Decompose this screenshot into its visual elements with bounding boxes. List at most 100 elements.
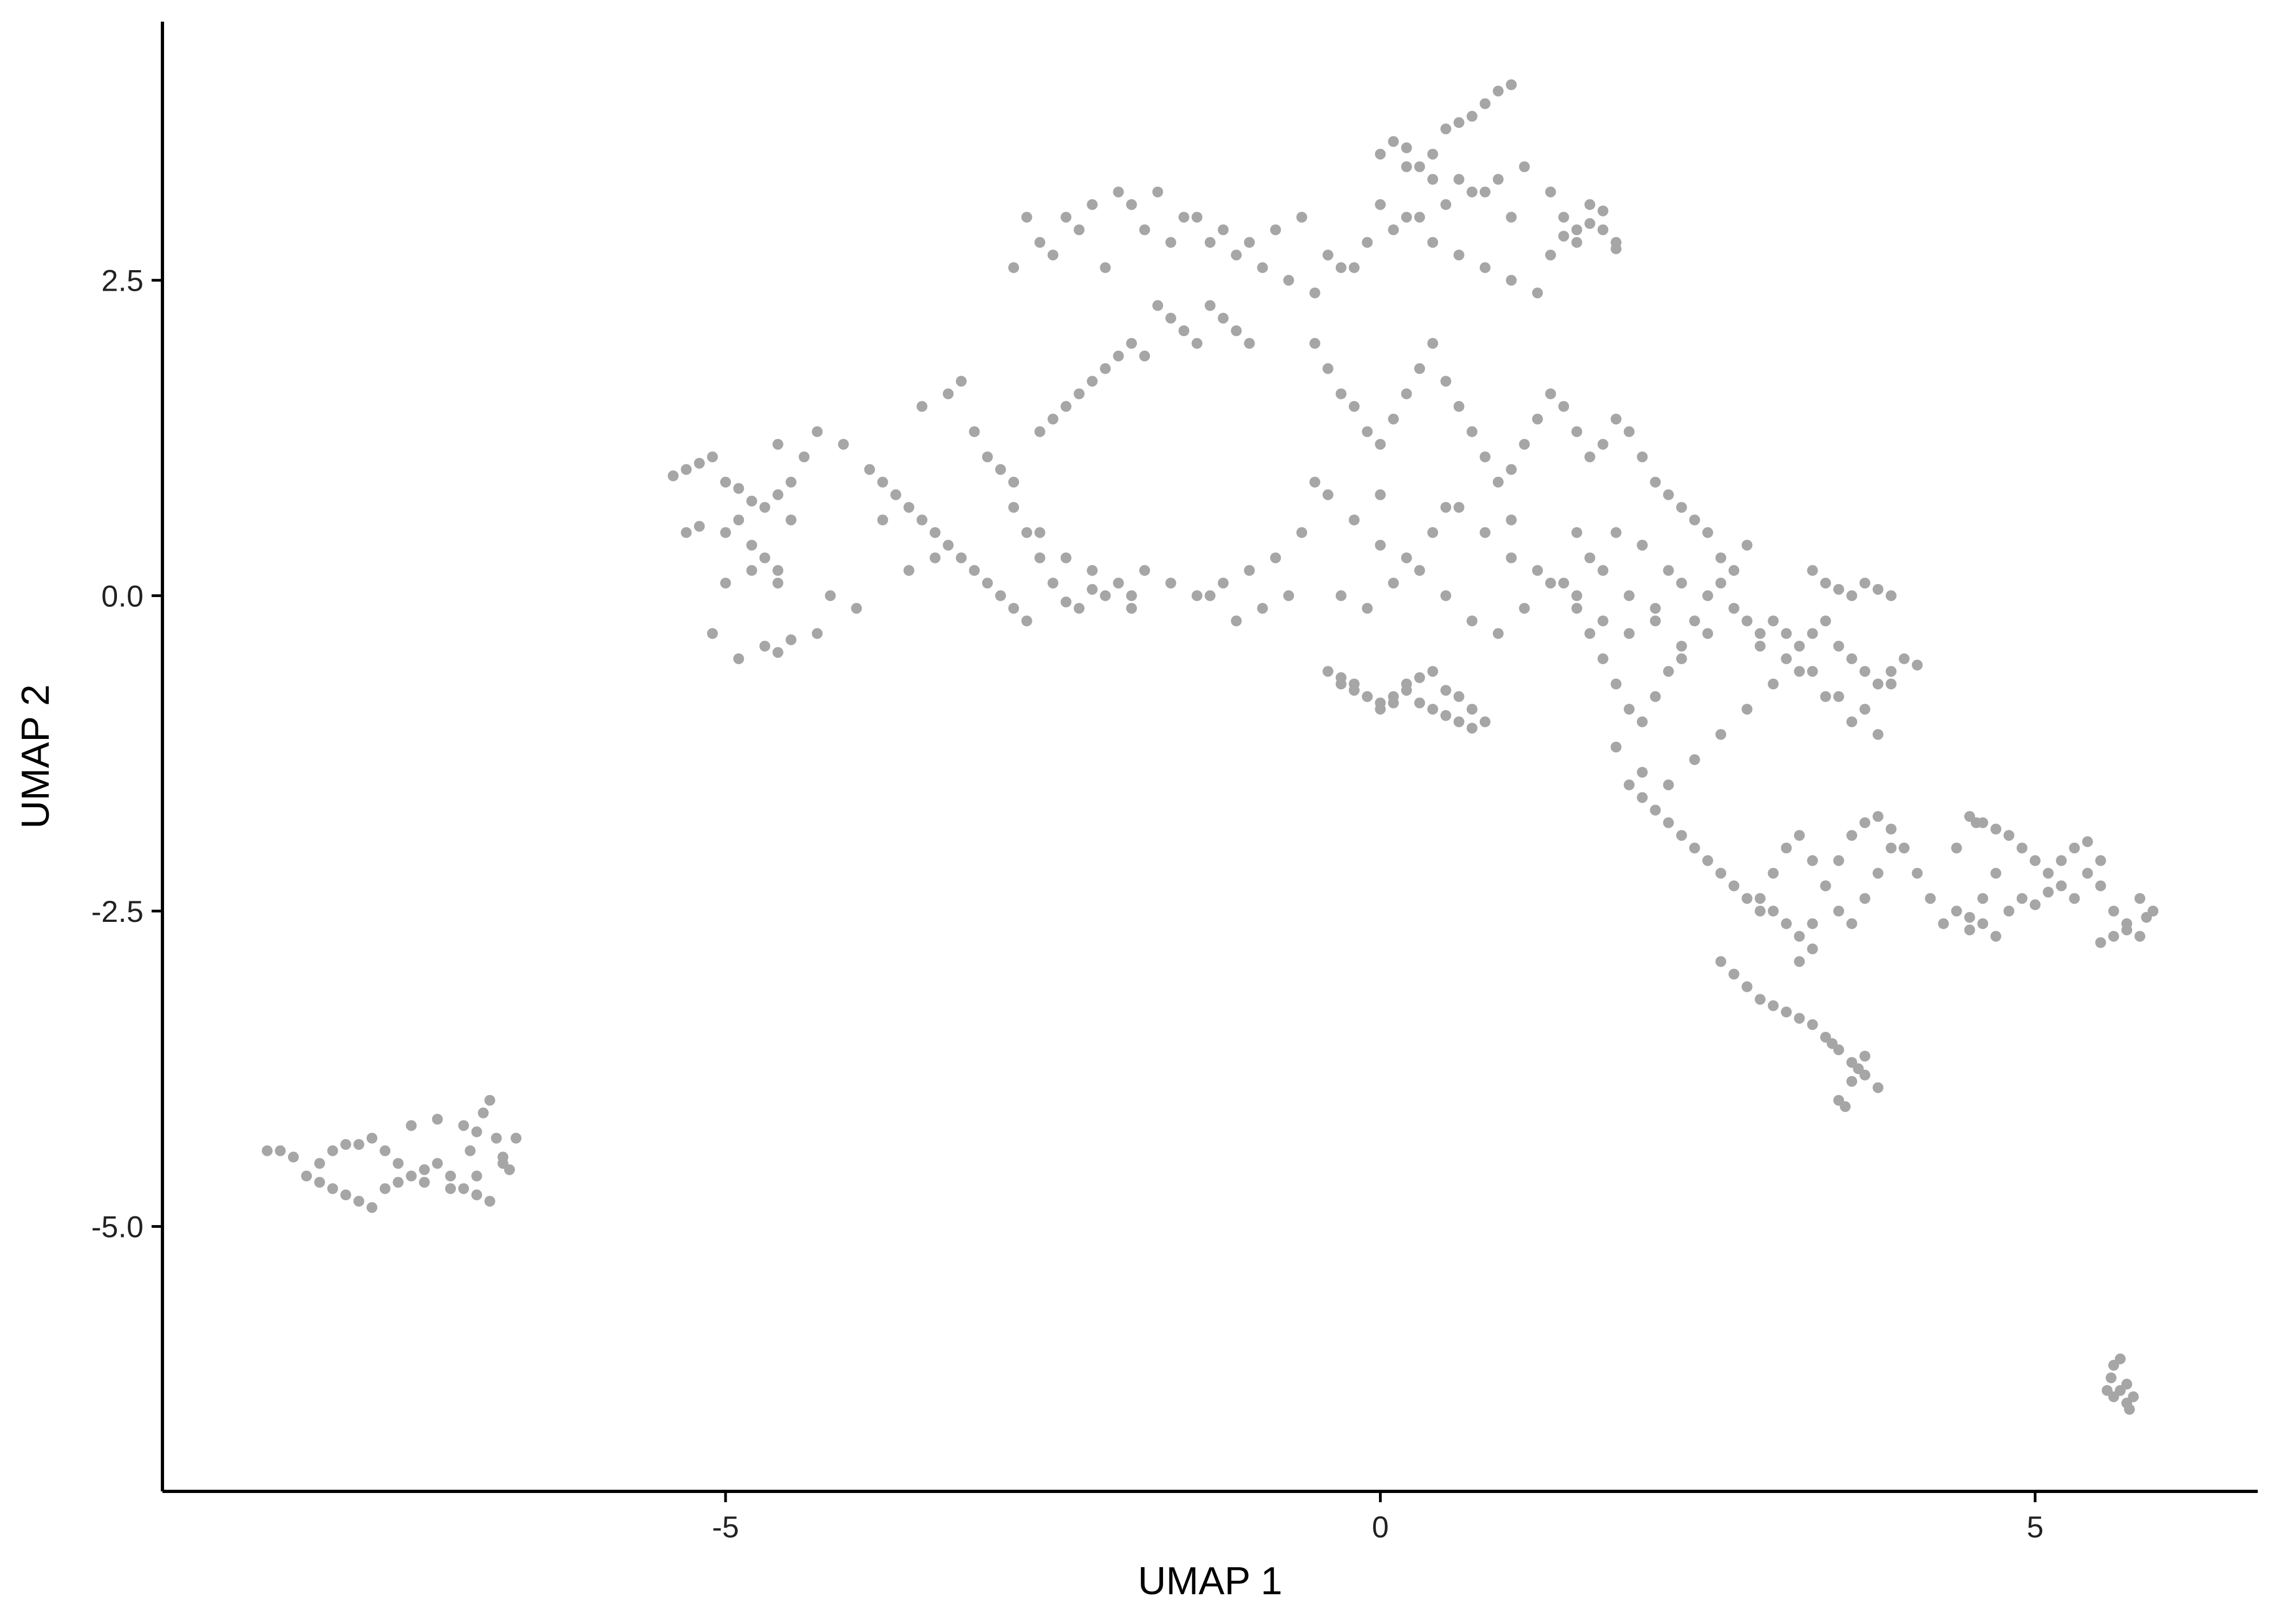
- data-point: [1506, 79, 1517, 90]
- data-point: [1728, 603, 1740, 614]
- data-point: [1257, 262, 1268, 273]
- data-point: [1401, 552, 1412, 564]
- data-point: [1689, 754, 1700, 765]
- data-point: [432, 1158, 443, 1169]
- data-point: [1401, 161, 1412, 172]
- data-point: [1349, 262, 1360, 273]
- data-point: [1453, 250, 1465, 261]
- data-point: [1453, 502, 1465, 513]
- data-point: [1178, 212, 1190, 223]
- data-point: [1676, 640, 1687, 652]
- data-point: [1990, 823, 2002, 835]
- data-point: [1375, 540, 1386, 551]
- data-point: [1584, 199, 1596, 210]
- data-point: [1853, 1063, 1864, 1075]
- data-point: [903, 502, 914, 513]
- data-point: [1650, 603, 1661, 614]
- data-point: [1637, 451, 1648, 462]
- data-point: [1100, 363, 1111, 374]
- data-point: [458, 1183, 469, 1194]
- data-point: [393, 1177, 404, 1188]
- data-point: [1021, 527, 1033, 538]
- data-point: [1971, 817, 1982, 828]
- data-point: [1493, 476, 1504, 488]
- data-point: [1859, 893, 1871, 904]
- data-point: [1781, 628, 1792, 639]
- data-point: [733, 653, 744, 664]
- data-point: [1047, 414, 1058, 425]
- data-point: [1571, 527, 1583, 538]
- data-point: [1610, 742, 1622, 752]
- data-point: [491, 1132, 502, 1144]
- data-point: [1506, 274, 1517, 286]
- data-point: [484, 1196, 495, 1207]
- data-point: [759, 552, 770, 564]
- data-point: [2124, 1404, 2135, 1415]
- data-point: [1872, 868, 1884, 879]
- data-point: [1493, 174, 1504, 185]
- data-point: [2095, 880, 2106, 892]
- data-point: [1768, 678, 1779, 690]
- data-point: [1191, 590, 1203, 601]
- data-point: [1231, 250, 1242, 261]
- data-point: [1087, 565, 1098, 576]
- data-point: [1768, 906, 1779, 916]
- data-point: [1754, 640, 1766, 652]
- data-point: [1545, 186, 1556, 198]
- data-point: [504, 1164, 515, 1175]
- data-point: [694, 457, 705, 469]
- data-point: [1349, 401, 1360, 412]
- data-point: [2003, 830, 2015, 841]
- data-point: [511, 1132, 522, 1144]
- data-point: [1977, 918, 1989, 929]
- x-tick-label: 5: [2027, 1510, 2043, 1544]
- data-point: [2108, 931, 2119, 942]
- data-point: [1859, 817, 1871, 828]
- data-point: [1362, 237, 1373, 248]
- data-point: [956, 376, 967, 387]
- data-point: [733, 514, 744, 526]
- data-point: [930, 527, 941, 538]
- data-point: [1466, 186, 1478, 198]
- data-point: [733, 483, 744, 494]
- data-point: [1872, 811, 1884, 822]
- data-point: [1637, 792, 1648, 803]
- data-point: [1637, 716, 1648, 728]
- data-point: [772, 438, 783, 450]
- data-point: [1427, 174, 1439, 185]
- data-point: [1885, 590, 1897, 601]
- data-point: [1872, 729, 1884, 740]
- data-point: [380, 1183, 391, 1194]
- data-point: [1840, 1101, 1851, 1112]
- x-tick-label: -5: [712, 1510, 739, 1544]
- data-point: [890, 489, 901, 500]
- data-point: [465, 1145, 476, 1156]
- data-point: [1113, 186, 1124, 198]
- data-point: [1715, 729, 1727, 740]
- data-point: [1335, 388, 1347, 400]
- data-point: [1113, 578, 1124, 589]
- data-point: [1296, 212, 1308, 223]
- data-point: [1558, 578, 1570, 589]
- data-point: [314, 1177, 325, 1188]
- data-point: [681, 527, 692, 538]
- data-point: [1859, 704, 1871, 715]
- data-point: [1453, 401, 1465, 412]
- data-point: [353, 1139, 364, 1150]
- y-tick-label: 2.5: [101, 264, 143, 298]
- data-point: [1191, 212, 1203, 223]
- data-point: [1741, 704, 1753, 715]
- data-point: [1375, 148, 1386, 160]
- data-point: [799, 451, 810, 462]
- data-point: [275, 1145, 286, 1156]
- data-point: [1126, 199, 1137, 210]
- data-point: [1990, 931, 2002, 942]
- data-point: [1781, 842, 1792, 854]
- data-point: [1885, 823, 1897, 835]
- data-point: [1532, 414, 1543, 425]
- data-point: [1676, 830, 1687, 841]
- data-point: [1859, 1051, 1871, 1062]
- data-point: [2106, 1372, 2117, 1384]
- x-axis-ticks: -5 0 5: [712, 1491, 2043, 1544]
- data-point: [1663, 779, 1674, 790]
